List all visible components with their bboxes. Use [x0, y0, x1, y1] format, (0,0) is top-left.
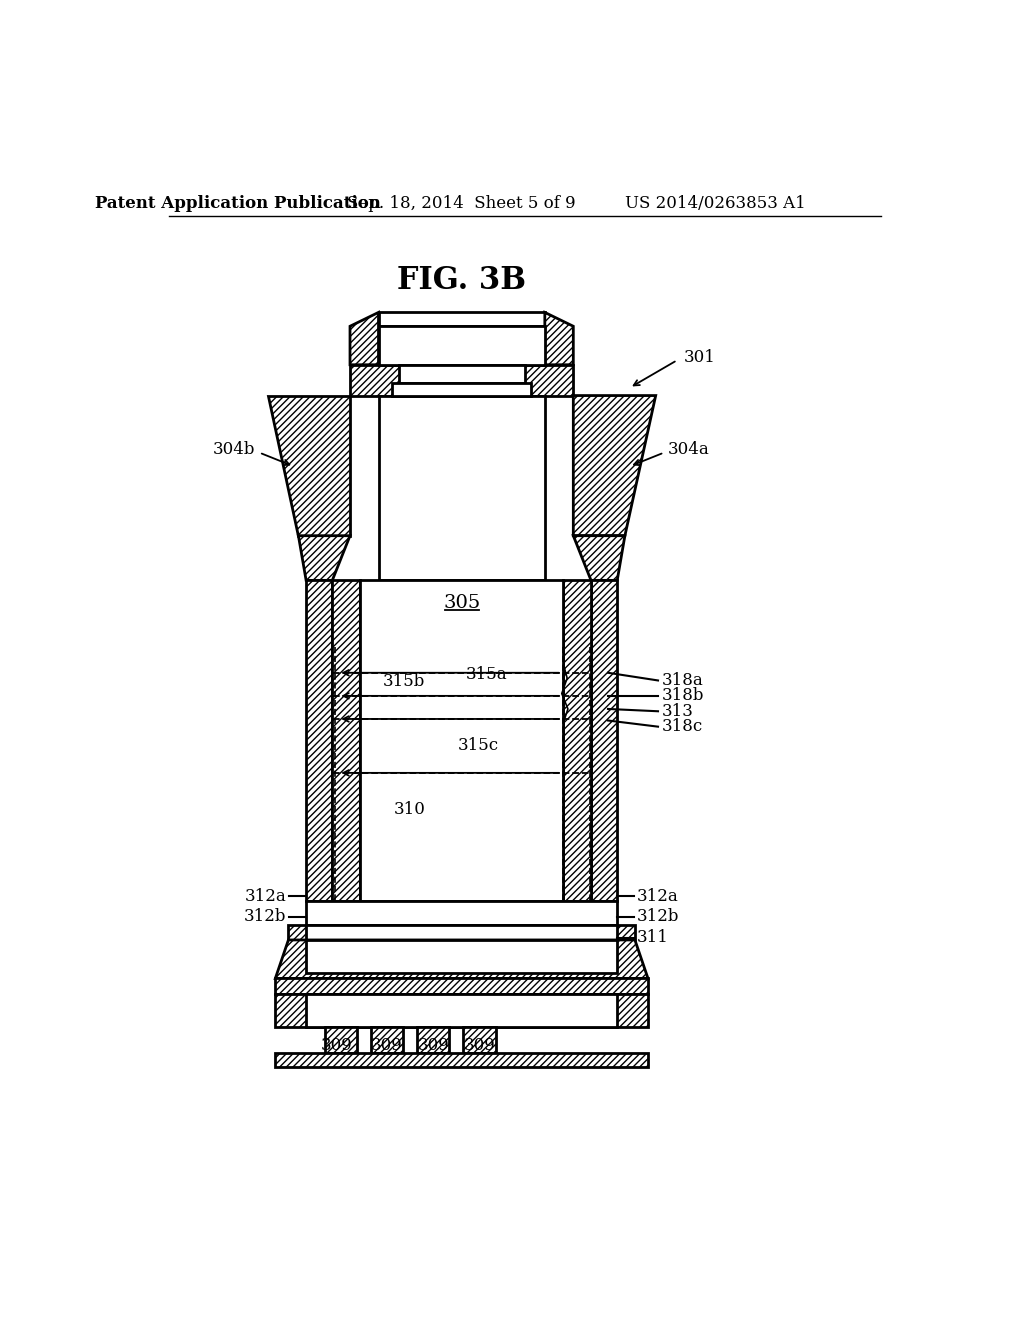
Text: 312a: 312a — [637, 887, 679, 904]
Polygon shape — [275, 994, 648, 1027]
Text: 318c: 318c — [662, 718, 703, 735]
Text: 313: 313 — [662, 702, 693, 719]
Polygon shape — [545, 313, 573, 364]
Text: 309: 309 — [418, 1038, 450, 1053]
Polygon shape — [392, 383, 531, 396]
Text: 311: 311 — [637, 929, 669, 946]
Polygon shape — [306, 581, 333, 902]
Text: 310: 310 — [393, 800, 425, 817]
Text: 318b: 318b — [662, 688, 705, 705]
Polygon shape — [379, 326, 545, 364]
Polygon shape — [306, 994, 617, 1027]
Text: Sep. 18, 2014  Sheet 5 of 9: Sep. 18, 2014 Sheet 5 of 9 — [347, 194, 575, 211]
Text: 312a: 312a — [245, 887, 286, 904]
Polygon shape — [275, 940, 648, 978]
Polygon shape — [463, 1027, 496, 1053]
Text: 315a: 315a — [466, 665, 507, 682]
Polygon shape — [573, 536, 625, 581]
Text: 318a: 318a — [662, 672, 703, 689]
Polygon shape — [306, 924, 617, 940]
Polygon shape — [563, 581, 591, 902]
Polygon shape — [379, 313, 545, 326]
Polygon shape — [350, 364, 573, 396]
Text: 312b: 312b — [244, 908, 286, 925]
Text: 301: 301 — [683, 348, 716, 366]
Text: 304a: 304a — [668, 441, 710, 458]
Text: 309: 309 — [371, 1038, 402, 1053]
Polygon shape — [398, 364, 524, 383]
Polygon shape — [360, 581, 563, 902]
Text: 304b: 304b — [213, 441, 255, 458]
Text: Patent Application Publication: Patent Application Publication — [95, 194, 381, 211]
Polygon shape — [350, 313, 379, 364]
Text: 312b: 312b — [637, 908, 680, 925]
Text: 315b: 315b — [383, 673, 425, 690]
Text: FIG. 3B: FIG. 3B — [397, 264, 526, 296]
Polygon shape — [275, 978, 648, 994]
Polygon shape — [325, 1027, 357, 1053]
Text: 309: 309 — [464, 1038, 496, 1053]
Polygon shape — [298, 536, 350, 581]
Polygon shape — [333, 581, 360, 902]
Polygon shape — [371, 1027, 403, 1053]
Polygon shape — [267, 396, 350, 536]
Polygon shape — [379, 396, 545, 581]
Polygon shape — [591, 581, 617, 902]
Text: 315c: 315c — [458, 738, 499, 755]
Text: US 2014/0263853 A1: US 2014/0263853 A1 — [626, 194, 806, 211]
Polygon shape — [573, 396, 655, 536]
Polygon shape — [306, 940, 617, 973]
Polygon shape — [275, 1053, 648, 1067]
Polygon shape — [306, 902, 617, 924]
Text: 309: 309 — [322, 1038, 353, 1053]
Text: 305: 305 — [443, 594, 480, 612]
Polygon shape — [289, 924, 635, 940]
Polygon shape — [417, 1027, 450, 1053]
